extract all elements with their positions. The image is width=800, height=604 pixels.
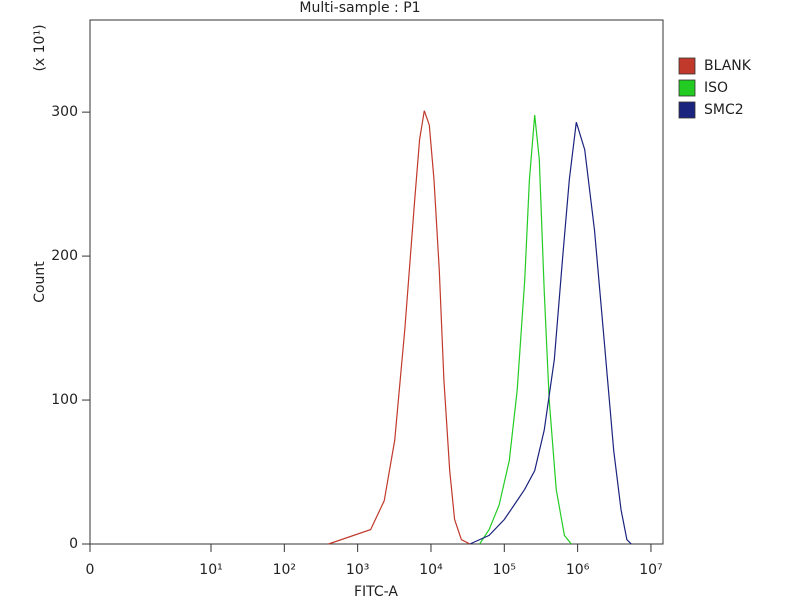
legend-swatch [678, 79, 696, 97]
x-tick-label: 10¹ [199, 562, 222, 578]
y-axis-label: Count [32, 261, 48, 303]
x-tick-label: 10⁴ [419, 562, 443, 578]
y-tick-label: 300 [51, 104, 78, 120]
x-tick-label: 10⁶ [566, 562, 590, 578]
x-axis-label: FITC-A [354, 584, 398, 600]
series-line [479, 114, 572, 545]
y-tick-label: 100 [51, 392, 78, 408]
series-line [328, 110, 471, 545]
x-tick-label: 10⁵ [493, 562, 516, 578]
x-tick-label: 0 [86, 562, 95, 578]
plot-frame [89, 19, 664, 545]
legend-label: ISO [704, 80, 728, 96]
legend-swatch [678, 57, 696, 75]
legend-label: BLANK [704, 58, 752, 74]
y-tick-label: 0 [69, 536, 78, 552]
y-multiplier: (x 10¹) [32, 24, 48, 71]
series-line [469, 122, 632, 545]
chart-title: Multi-sample : P1 [299, 0, 420, 16]
x-tick-label: 10³ [346, 562, 369, 578]
x-tick-label: 10⁷ [639, 562, 662, 578]
legend-label: SMC2 [704, 102, 744, 118]
y-tick-label: 200 [51, 248, 78, 264]
x-tick-label: 10² [273, 562, 296, 578]
legend-swatch [678, 101, 696, 119]
